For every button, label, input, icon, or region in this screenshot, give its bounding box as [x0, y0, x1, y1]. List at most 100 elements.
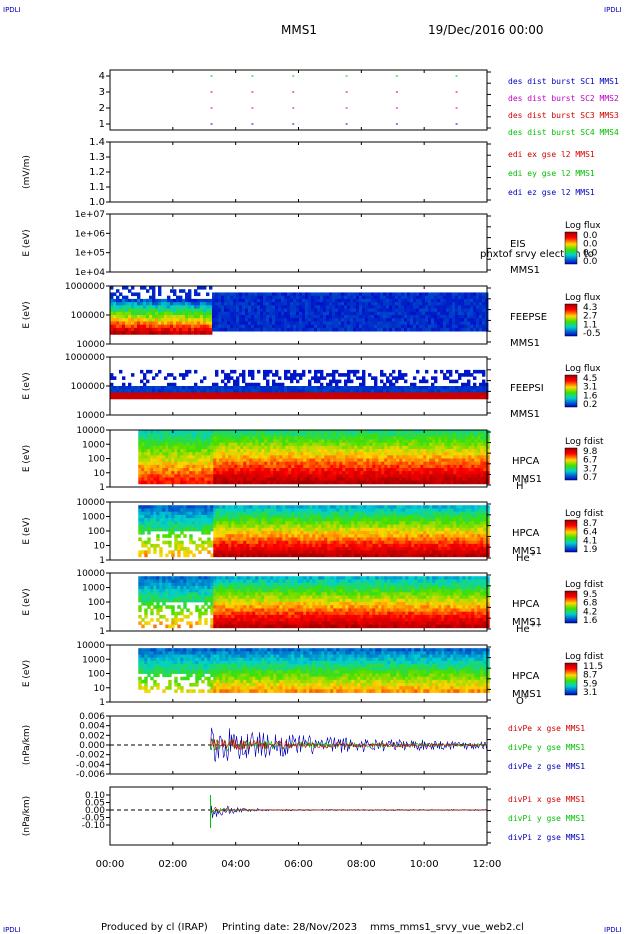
- heat-cell-feepse: [191, 321, 195, 326]
- heat-cell-feepse: [149, 321, 153, 326]
- heat-cell-hpca-he: [216, 527, 220, 532]
- heat-cell-hpca-he: [174, 540, 178, 545]
- heat-cell-feepse: [305, 302, 309, 306]
- heat-cell-feepsi: [263, 386, 267, 390]
- heat-cell-feepsi: [248, 373, 252, 377]
- heat-cell-feepsi: [455, 389, 459, 393]
- heat-cell-hpca-h: [300, 430, 304, 434]
- heat-cell-feepse: [374, 308, 378, 313]
- heat-cell-hpca-h: [465, 471, 469, 475]
- heat-cell-feepse: [224, 308, 228, 313]
- heat-cell-feepse: [158, 305, 162, 309]
- heat-cell-hpca-h: [468, 455, 472, 459]
- heat-cell-hpca-he: [186, 547, 190, 551]
- heat-cell-feepsi: [164, 392, 168, 397]
- heat-cell-feepsi: [281, 389, 285, 393]
- heat-cell-feepse: [431, 305, 435, 309]
- heat-cell-hpca-h: [255, 471, 259, 475]
- header-mission: MMS1: [281, 23, 317, 37]
- heat-cell-hpca-he: [201, 527, 205, 532]
- heat-cell-hpca-h: [441, 480, 445, 485]
- heat-cell-hpca-h: [228, 474, 232, 478]
- heat-cell-hpca-h: [480, 455, 484, 459]
- heat-cell-hpca-h: [198, 452, 202, 456]
- heat-cell-feepsi: [299, 392, 303, 397]
- heat-cell-feepse: [134, 302, 138, 306]
- heat-cell-hpca-h: [159, 445, 163, 450]
- heat-cell-hpca-h: [210, 445, 214, 450]
- heat-cell-hpca-h: [288, 449, 292, 453]
- heat-cell-hpca-he: [171, 505, 175, 509]
- heat-cell-hpca-h: [366, 430, 370, 434]
- heat-cell-hpca-h: [408, 464, 412, 469]
- heat-cell-hpca-h: [429, 468, 433, 472]
- heat-cell-feepse: [260, 302, 264, 306]
- heat-cell-feepse: [374, 298, 378, 303]
- heat-cell-hpca-h: [297, 436, 301, 440]
- heat-cell-feepse: [212, 321, 216, 326]
- heat-cell-feepsi: [119, 389, 123, 393]
- heat-cell-hpca-h: [408, 458, 412, 463]
- heat-cell-hpca-h: [249, 455, 253, 459]
- heat-cell-hpca-he: [210, 553, 214, 558]
- heat-cell-hpca-h: [255, 445, 259, 450]
- legend-burst-0: des dist burst SC1 MMS1: [508, 77, 619, 86]
- heat-cell-feepse: [137, 321, 141, 326]
- heat-cell-feepse: [311, 305, 315, 309]
- heat-cell-hpca-h: [213, 452, 217, 456]
- heat-cell-feepsi: [236, 382, 240, 387]
- heat-cell-hpca-h: [327, 477, 331, 482]
- heat-cell-hpca-h: [483, 439, 487, 444]
- heat-cell-feepse: [422, 308, 426, 313]
- heat-cell-hpca-h: [435, 436, 439, 440]
- heat-cell-feepsi: [332, 376, 336, 380]
- heat-cell-feepse: [332, 308, 336, 313]
- heat-cell-feepse: [284, 311, 288, 316]
- heat-cell-hpca-he: [180, 505, 184, 509]
- heat-cell-feepsi: [383, 382, 387, 387]
- heat-cell-hpca-h: [396, 461, 400, 466]
- heat-cell-feepsi: [353, 389, 357, 393]
- heat-cell-feepse: [428, 295, 432, 300]
- heat-cell-hpca-h: [474, 471, 478, 475]
- heat-cell-hpca-h: [168, 477, 172, 482]
- heat-cell-feepse: [356, 305, 360, 309]
- heat-cell-hpca-h: [144, 458, 148, 463]
- heat-cell-hpca-he: [177, 527, 181, 532]
- heat-cell-hpca-h: [324, 436, 328, 440]
- heat-cell-hpca-he: [243, 524, 247, 529]
- heat-cell-hpca-h: [357, 439, 361, 444]
- heat-cell-hpca-h: [471, 445, 475, 450]
- ytick-label-feepse-0: 1000000: [65, 282, 105, 292]
- heat-cell-feepse: [179, 302, 183, 306]
- heat-cell-hpca-he: [177, 547, 181, 551]
- heat-cell-hpca-he: [207, 505, 211, 509]
- heat-cell-hpca-h: [258, 477, 262, 482]
- heat-cell-hpca-h: [450, 477, 454, 482]
- heat-cell-feepse: [284, 308, 288, 313]
- heat-cell-hpca-h: [411, 468, 415, 472]
- heat-cell-feepsi: [299, 389, 303, 393]
- heat-cell-hpca-h: [213, 468, 217, 472]
- heat-cell-hpca-h: [231, 433, 235, 437]
- heat-cell-feepse: [371, 308, 375, 313]
- heat-cell-hpca-h: [150, 461, 154, 466]
- heat-cell-hpca-h: [480, 449, 484, 453]
- heat-cell-hpca-h: [222, 458, 226, 463]
- heat-cell-feepsi: [257, 392, 261, 397]
- heat-cell-feepse: [227, 321, 231, 326]
- heat-cell-feepse: [467, 327, 471, 332]
- heat-cell-feepsi: [479, 386, 483, 390]
- heat-cell-hpca-h: [315, 449, 319, 453]
- heat-cell-hpca-he: [240, 534, 244, 538]
- heat-cell-feepse: [185, 324, 189, 329]
- heat-cell-hpca-h: [399, 436, 403, 440]
- heat-cell-feepsi: [401, 373, 405, 377]
- heat-cell-feepse: [122, 295, 126, 300]
- heat-cell-feepsi: [200, 386, 204, 390]
- heat-cell-feepsi: [347, 395, 351, 400]
- heat-cell-hpca-h: [387, 436, 391, 440]
- heat-cell-hpca-he: [141, 511, 145, 516]
- heat-cell-feepse: [392, 315, 396, 319]
- heat-cell-hpca-h: [309, 474, 313, 478]
